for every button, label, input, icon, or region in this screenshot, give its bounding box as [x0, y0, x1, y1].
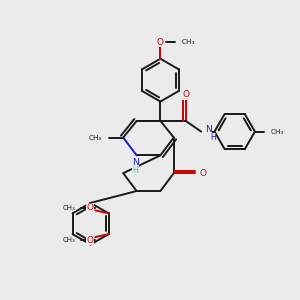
- Text: N: N: [132, 158, 139, 167]
- Text: CH₃: CH₃: [270, 129, 284, 135]
- Text: N: N: [205, 125, 212, 134]
- Text: H: H: [210, 133, 216, 142]
- Text: O: O: [157, 38, 164, 47]
- Text: CH₃: CH₃: [62, 205, 75, 211]
- Text: H: H: [132, 166, 138, 175]
- Text: O: O: [199, 169, 206, 178]
- Text: O: O: [87, 236, 94, 244]
- Text: O: O: [182, 90, 189, 99]
- Text: CH₃: CH₃: [88, 134, 102, 140]
- Text: CH₃: CH₃: [182, 39, 195, 45]
- Text: CH₃: CH₃: [62, 237, 75, 243]
- Text: O: O: [87, 203, 94, 212]
